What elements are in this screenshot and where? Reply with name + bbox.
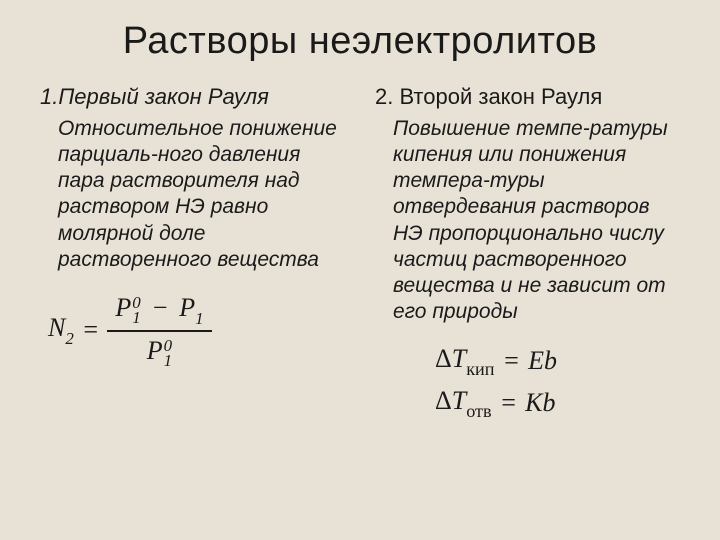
law2-formulas: ΔTкип = Eb ΔTотв = Kb <box>375 344 680 420</box>
minus-sign: − <box>151 293 169 322</box>
law2-heading: 2. Второй закон Рауля <box>375 83 680 112</box>
rhs-eb: Eb <box>528 346 557 376</box>
delta2: Δ <box>435 386 452 415</box>
content-columns: 1.Первый закон Рауля Относительное пониж… <box>40 83 680 428</box>
var-t1: T <box>452 344 466 373</box>
sub-1b: 1 <box>195 309 203 328</box>
law2-body: Повышение темпе-ратуры кипения или пониж… <box>375 116 680 326</box>
fraction: P01 − P1 P01 <box>107 291 211 368</box>
law1-number: 1. <box>40 84 58 109</box>
p1-subsup: 01 <box>132 295 140 325</box>
eq2: = <box>500 388 518 418</box>
equals: = <box>82 315 100 345</box>
delta1: Δ <box>435 344 452 373</box>
numerator: P01 − P1 <box>107 291 211 332</box>
var-p1: P <box>115 293 131 322</box>
sub-kip: кип <box>466 359 494 379</box>
sub-1c: 1 <box>164 353 172 368</box>
formula-n2: N2 = P01 − P1 P01 <box>48 291 345 368</box>
law1-formula: N2 = P01 − P1 P01 <box>40 291 345 368</box>
left-column: 1.Первый закон Рауля Относительное пониж… <box>40 83 345 428</box>
denominator: P01 <box>147 332 172 368</box>
sub-otv: отв <box>466 401 491 421</box>
formula-lhs: N2 <box>48 313 74 347</box>
slide-title: Растворы неэлектролитов <box>40 20 680 63</box>
law1-heading: 1.Первый закон Рауля <box>40 83 345 112</box>
lhs-dto: ΔTотв <box>435 386 492 420</box>
rhs-kb: Kb <box>525 388 555 418</box>
right-column: 2. Второй закон Рауля Повышение темпе-ра… <box>375 83 680 428</box>
law1-title: Первый закон Рауля <box>58 84 269 109</box>
formula-dtk: ΔTкип = Eb <box>435 344 680 378</box>
law2-title: Второй закон Рауля <box>399 84 602 109</box>
formula-dto: ΔTотв = Kb <box>435 386 680 420</box>
sub-2: 2 <box>65 329 73 348</box>
var-n: N <box>48 313 65 342</box>
law2-number: 2. <box>375 84 393 109</box>
var-t2: T <box>452 386 466 415</box>
law1-body: Относительное понижение парциаль-ного да… <box>40 116 345 274</box>
eq1: = <box>503 346 521 376</box>
p3-subsup: 01 <box>164 338 172 368</box>
var-p2: P <box>179 293 195 322</box>
var-p3: P <box>147 336 163 365</box>
sub-1a: 1 <box>132 310 140 325</box>
lhs-dtk: ΔTкип <box>435 344 495 378</box>
